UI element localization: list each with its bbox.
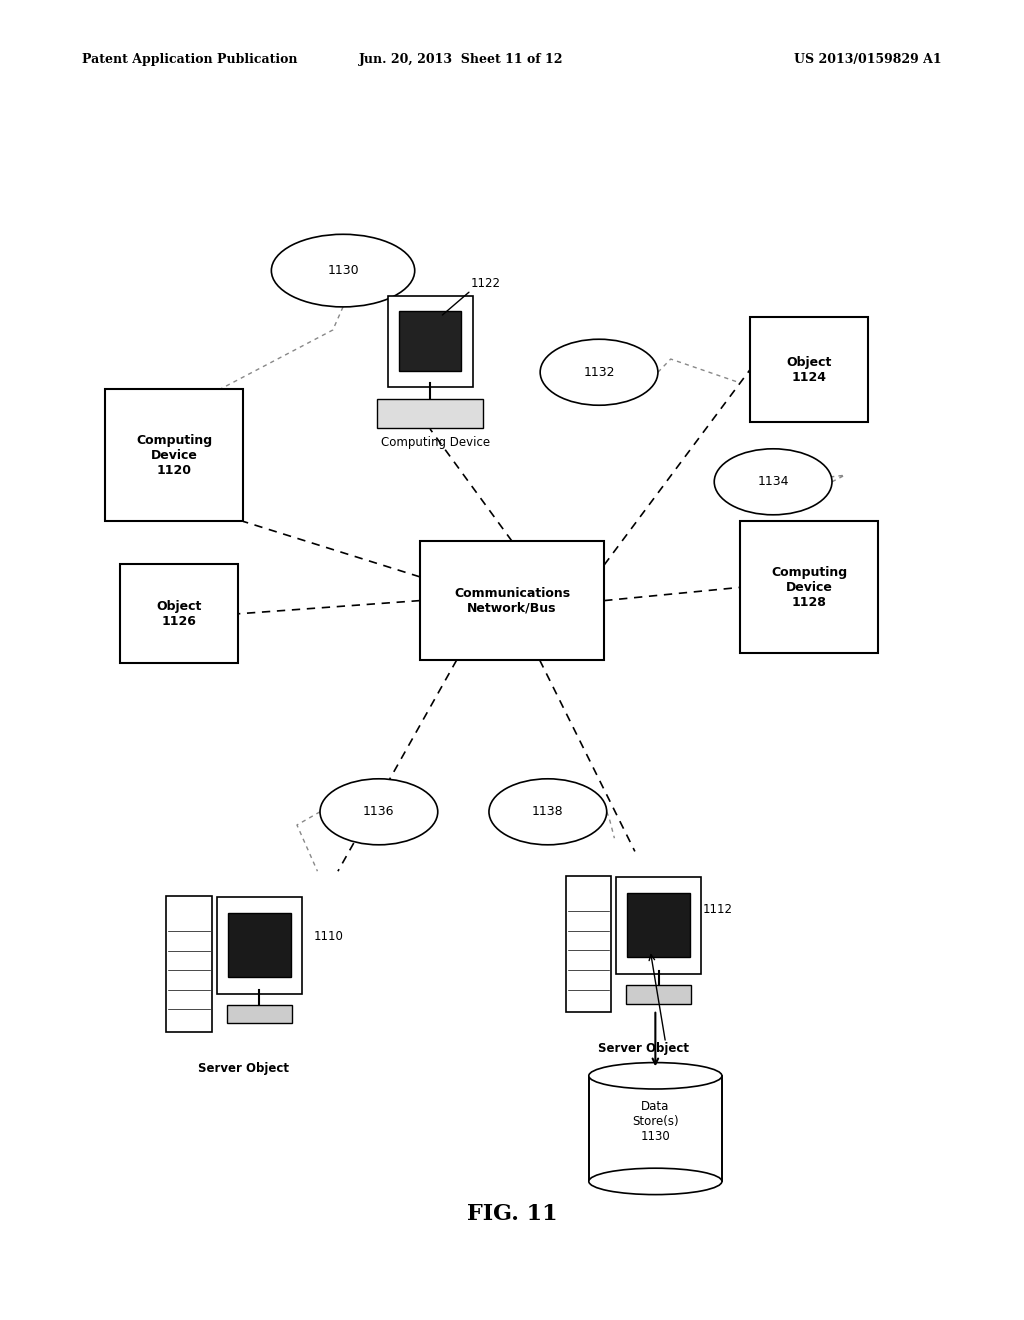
Text: 1134: 1134 [758,475,788,488]
FancyBboxPatch shape [217,898,301,994]
Ellipse shape [319,779,438,845]
FancyBboxPatch shape [387,296,472,387]
FancyBboxPatch shape [739,521,879,653]
Text: Data
Store(s)
1130: Data Store(s) 1130 [632,1101,679,1143]
Text: Computing
Device
1120: Computing Device 1120 [136,434,212,477]
FancyBboxPatch shape [377,399,483,428]
Text: Object
1124: Object 1124 [786,355,831,384]
Text: Server Object: Server Object [598,1043,688,1055]
Text: Server Object: Server Object [199,1061,289,1074]
FancyBboxPatch shape [228,913,291,977]
Text: 1132: 1132 [584,366,614,379]
Ellipse shape [715,449,831,515]
Ellipse shape [589,1168,722,1195]
FancyBboxPatch shape [627,985,691,1003]
FancyBboxPatch shape [166,895,212,1032]
Ellipse shape [271,235,415,306]
FancyBboxPatch shape [565,876,611,1011]
Ellipse shape [489,779,606,845]
Text: 1122: 1122 [471,277,501,290]
Text: 1138: 1138 [532,805,563,818]
Text: Patent Application Publication: Patent Application Publication [82,53,297,66]
Text: FIG. 11: FIG. 11 [467,1204,557,1225]
Text: 1136: 1136 [364,805,394,818]
Text: Communications
Network/Bus: Communications Network/Bus [454,586,570,615]
FancyBboxPatch shape [105,389,244,521]
FancyBboxPatch shape [750,317,868,422]
Text: 1130: 1130 [328,264,358,277]
Text: Jun. 20, 2013  Sheet 11 of 12: Jun. 20, 2013 Sheet 11 of 12 [358,53,563,66]
FancyBboxPatch shape [227,1005,292,1023]
FancyBboxPatch shape [420,541,604,660]
Text: Computing
Device
1128: Computing Device 1128 [771,566,847,609]
Text: 1112: 1112 [702,903,733,916]
FancyBboxPatch shape [589,1076,722,1181]
Ellipse shape [589,1063,722,1089]
Text: Computing Device: Computing Device [381,436,489,449]
Text: US 2013/0159829 A1: US 2013/0159829 A1 [795,53,942,66]
FancyBboxPatch shape [399,312,461,371]
Text: 1110: 1110 [313,931,344,944]
Text: Object
1126: Object 1126 [157,599,202,628]
FancyBboxPatch shape [628,894,690,957]
Ellipse shape [541,339,657,405]
FancyBboxPatch shape [616,878,700,974]
FancyBboxPatch shape [121,565,238,663]
